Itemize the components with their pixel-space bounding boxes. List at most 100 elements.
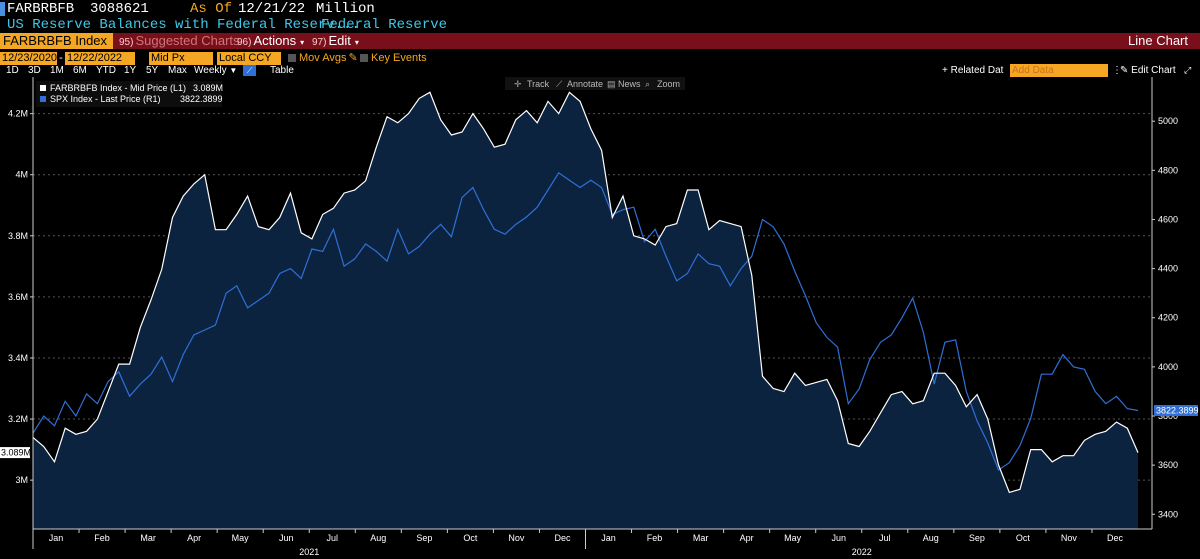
price-field-select[interactable]: Mid Px [149,52,213,65]
x-month-label: Nov [508,533,525,543]
spx-line [32,171,1139,471]
chart-type-label[interactable]: Line Chart [1128,33,1188,48]
last-value-left-marker: 3.089M [0,447,31,459]
news-icon[interactable]: ▤ [607,79,616,89]
left-tick-label: 3.8M [8,231,28,241]
reserve-balances-line [32,91,1139,494]
range-1y[interactable]: 1Y [124,65,137,76]
unit-label: Million [316,1,375,17]
mov-avgs-label: Mov Avgs [299,52,347,64]
left-tick-label: 4.2M [8,109,28,119]
actions-label: Actions [253,33,297,48]
reserve-balances-area [33,92,1138,530]
left-tick-label: 3M [15,475,28,485]
x-month-label: Feb [94,533,110,543]
edit-chart-icon: ✎ [1120,65,1129,76]
last-value-left-bg [0,447,30,459]
suggested-label: Suggested Charts [135,33,240,48]
last-value-right-bg [1154,405,1198,416]
related-data-button[interactable]: + Related Dat [942,65,1004,76]
edit-menu[interactable]: 97) Edit ▾ [308,33,363,49]
as-of-date: 12/21/22 [238,1,306,17]
header-row: FARBRBFB 3088621 As Of 12/21/22 Million [0,0,1200,18]
as-of-label: As Of [190,1,233,17]
x-month-label: Aug [923,533,939,543]
chart-settings-icon[interactable]: ⋮ [1112,65,1122,76]
data-source: Federal Reserve [321,17,448,33]
ticker-symbol[interactable]: FARBRBFB [7,1,75,17]
zoom-button[interactable]: Zoom [657,79,680,89]
x-month-label: Dec [1107,533,1124,543]
function-toolbar: FARBRBFB Index 95) Suggested Charts 96) Ac… [0,33,1200,49]
x-month-label: Jun [279,533,294,543]
date-separator: - [59,52,63,64]
left-axis-ticks: 3M 3.2M 3.4M 3.6M 3.8M 4M 4.2M [8,109,33,485]
security-field[interactable]: FARBRBFB Index [0,33,113,49]
period-select[interactable]: Weekly ▼ [194,64,237,77]
last-value: 3088621 [90,1,149,17]
range-6m[interactable]: 6M [73,65,87,76]
period-label: Weekly [194,65,227,76]
actions-menu[interactable]: 96) Actions ▾ [233,33,308,49]
x-month-label: May [784,533,802,543]
right-tick-label: 5000 [1158,116,1178,126]
actions-num: 96) [237,37,252,48]
range-5y[interactable]: 5Y [146,65,159,76]
table-button[interactable]: Table [270,65,294,76]
annotate-icon[interactable]: ⟋ [556,79,563,89]
x-month-label: Mar [693,533,709,543]
track-button[interactable]: Track [527,79,550,89]
security-description: US Reserve Balances with Federal Reserv.… [7,17,360,33]
chart-tools-bg [505,77,685,90]
last-value-left-label: 3.089M [1,448,31,458]
expand-icon[interactable]: ⤢ [1184,65,1192,75]
x-month-label: Dec [554,533,571,543]
zoom-icon[interactable]: ⌕ [645,79,650,89]
annotate-button[interactable]: Annotate [567,79,603,89]
key-events-toggle[interactable]: Key Events [360,52,427,65]
mov-avgs-checkbox[interactable] [288,54,296,63]
suggested-charts-button[interactable]: 95) Suggested Charts [115,33,244,49]
x-month-label: Jan [49,533,64,543]
edit-num: 97) [312,37,327,48]
left-tick-label: 4M [15,170,28,180]
range-1m[interactable]: 1M [50,65,64,76]
x-month-label: Jan [601,533,616,543]
start-date-input[interactable]: 12/23/2020 [0,52,58,65]
end-date-input[interactable]: 12/22/2022 [65,52,135,65]
edit-dropdown-icon: ▾ [354,38,359,47]
legend-spx-name: SPX Index - Last Price (R1) [50,94,161,104]
x-month-label: Oct [1016,533,1031,543]
x-year-label: 2021 [299,547,319,557]
news-button[interactable]: News [618,79,641,89]
last-value-right-label: 3822.3899 [1156,406,1199,416]
edit-chart-button[interactable]: ✎ Edit Chart [1120,64,1176,77]
legend-reserves-last: 3.089M [193,83,223,93]
x-year-label: 2022 [852,547,872,557]
range-ytd[interactable]: YTD [96,65,116,76]
x-month-label: Nov [1061,533,1078,543]
settings-row: 12/23/2020 - 12/22/2022 Mid Px Local CCY… [0,52,1200,65]
range-3d[interactable]: 3D [28,65,41,76]
legend-swatch-spx [40,96,46,102]
legend-reserves-name: FARBRBFB Index - Mid Price (L1) [50,83,186,93]
range-max[interactable]: Max [168,65,187,76]
line-chart-icon[interactable]: ⟋ [243,65,256,76]
mov-avgs-toggle[interactable]: Mov Avgs ✎ [288,52,358,65]
right-tick-label: 4600 [1158,214,1178,224]
edit-label: Edit [328,33,351,48]
track-icon[interactable]: ✛ [514,79,522,89]
edit-chart-label: Edit Chart [1131,65,1176,76]
right-tick-label: 3400 [1158,509,1178,519]
right-tick-label: 4800 [1158,165,1178,175]
key-events-checkbox[interactable] [360,54,368,63]
add-data-input[interactable]: Add Data [1010,64,1108,77]
right-tick-label: 3600 [1158,460,1178,470]
axes [32,77,1153,530]
x-month-label: Jul [879,533,891,543]
right-tick-label: 4400 [1158,264,1178,274]
currency-select[interactable]: Local CCY [217,52,281,65]
range-1d[interactable]: 1D [6,65,19,76]
mov-avgs-edit-icon[interactable]: ✎ [348,52,358,64]
